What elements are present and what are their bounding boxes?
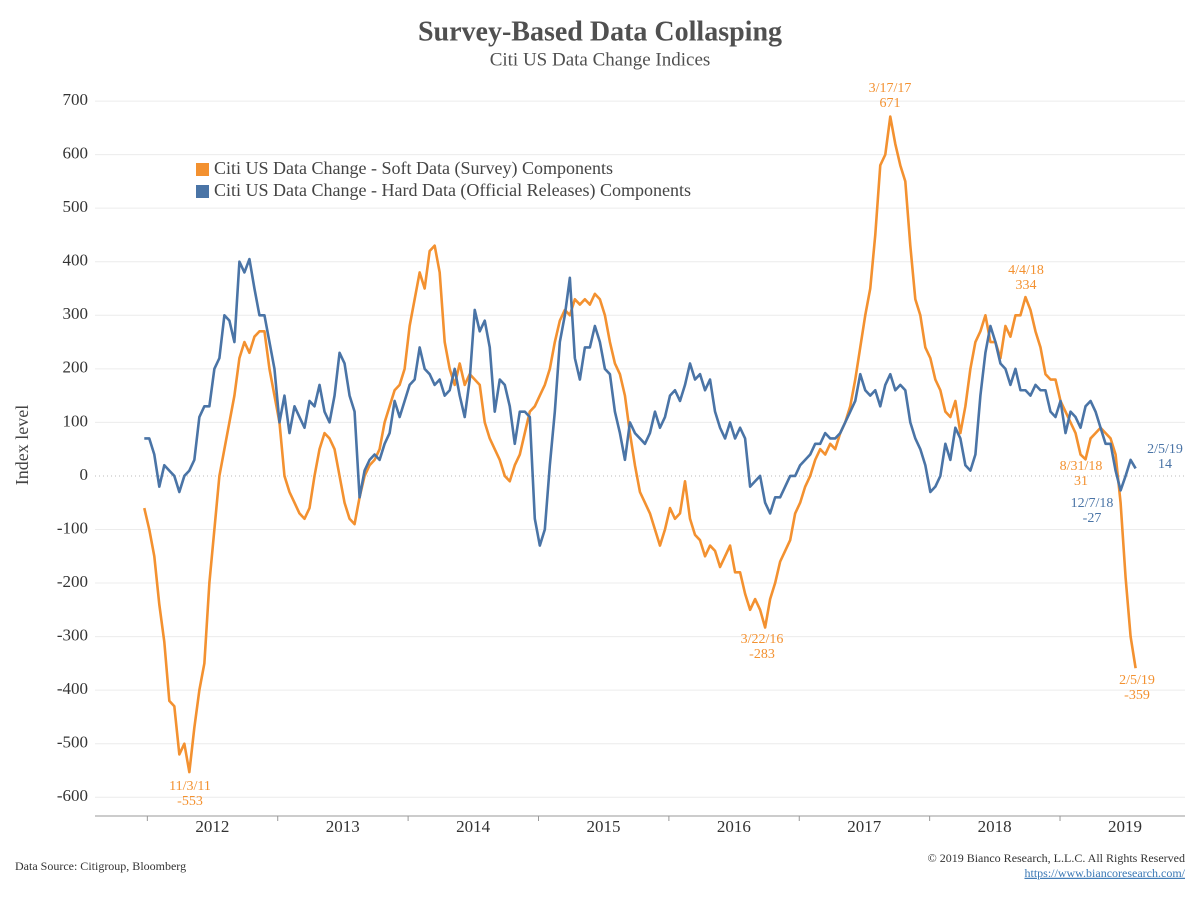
x-tick-label: 2012	[195, 817, 229, 836]
y-tick-label: -600	[57, 786, 88, 805]
y-tick-label: -300	[57, 626, 88, 645]
y-tick-label: 300	[63, 304, 89, 323]
x-tick-label: 2015	[586, 817, 620, 836]
legend-swatch	[196, 185, 209, 198]
annotation-value: 671	[880, 96, 901, 111]
source-note: Data Source: Citigroup, Bloomberg	[15, 859, 186, 873]
y-tick-label: -400	[57, 679, 88, 698]
copyright: © 2019 Bianco Research, L.L.C. All Right…	[928, 851, 1185, 865]
x-tick-label: 2019	[1108, 817, 1142, 836]
y-tick-label: 600	[63, 144, 89, 163]
annotation-date: 2/5/19	[1119, 673, 1155, 688]
chart-subtitle: Citi US Data Change Indices	[490, 49, 711, 70]
annotation-date: 3/22/16	[741, 632, 784, 647]
series-line	[143, 115, 1137, 774]
y-tick-label: -100	[57, 518, 88, 537]
x-tick-label: 2018	[978, 817, 1012, 836]
annotation-value: 31	[1074, 474, 1088, 489]
y-tick-label: -200	[57, 572, 88, 591]
annotation-date: 4/4/18	[1008, 263, 1044, 278]
y-tick-label: 100	[63, 411, 89, 430]
chart-title: Survey-Based Data Collasping	[418, 16, 782, 47]
y-tick-label: -500	[57, 733, 88, 752]
annotation-value: 14	[1158, 457, 1172, 472]
y-tick-label: 500	[63, 197, 89, 216]
annotation-date: 11/3/11	[169, 779, 211, 794]
x-tick-label: 2014	[456, 817, 491, 836]
legend-label: Citi US Data Change - Soft Data (Survey)…	[214, 158, 613, 179]
y-tick-label: 400	[63, 251, 89, 270]
y-tick-label: 200	[63, 358, 89, 377]
annotation-date: 12/7/18	[1071, 496, 1114, 511]
x-tick-label: 2017	[847, 817, 882, 836]
annotation-date: 2/5/19	[1147, 442, 1183, 457]
annotation-value: -283	[749, 647, 775, 662]
y-tick-label: 0	[80, 465, 89, 484]
annotation-value: -553	[177, 794, 203, 809]
annotation-value: 334	[1016, 278, 1037, 293]
legend-label: Citi US Data Change - Hard Data (Officia…	[214, 180, 691, 201]
legend-swatch	[196, 163, 209, 176]
annotation-value: -359	[1124, 688, 1150, 703]
annotation-date: 8/31/18	[1060, 459, 1103, 474]
x-tick-label: 2016	[717, 817, 751, 836]
annotation-value: -27	[1083, 511, 1102, 526]
annotation-date: 3/17/17	[869, 81, 912, 96]
y-tick-label: 700	[63, 90, 89, 109]
x-tick-label: 2013	[326, 817, 360, 836]
website-link[interactable]: https://www.biancoresearch.com/	[1024, 866, 1185, 880]
series-line	[144, 257, 1137, 547]
y-axis-label: Index level	[12, 405, 32, 485]
